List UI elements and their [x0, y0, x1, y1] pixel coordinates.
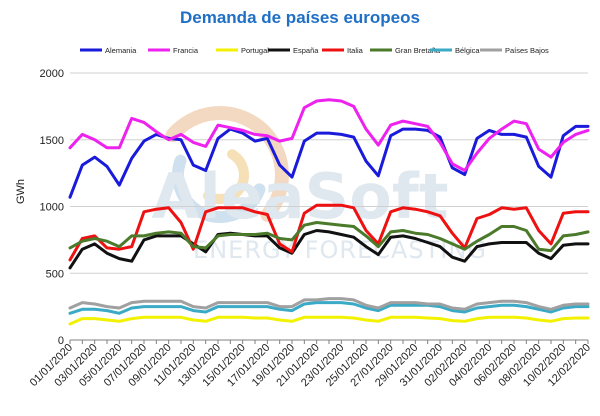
legend: Alemania Francia Portugal España Italia Gran …	[80, 46, 549, 55]
legend-label-gran-bretana: Gran Bretaña	[395, 46, 441, 55]
aleasoft-watermark-logo: AleaSoft ENERGY FORECASTING	[152, 106, 487, 264]
y-tick-label: 2000	[40, 68, 64, 80]
legend-label-belgica: Bélgica	[455, 46, 480, 55]
series-line-alemania	[68, 124, 590, 199]
series-line-gran-bretana	[68, 221, 590, 253]
chart-title: Demanda de países europeos	[180, 8, 420, 27]
series-line-espana	[68, 229, 590, 270]
legend-label-alemania: Alemania	[105, 46, 137, 55]
legend-label-italia: Italia	[347, 46, 364, 55]
series-line-belgica	[68, 301, 590, 315]
y-tick-label: 1000	[40, 202, 64, 214]
y-axis-title: GWh	[15, 179, 27, 204]
y-tick-label: 1500	[40, 135, 64, 147]
series-line-portugal	[68, 315, 590, 326]
watermark-brand: AleaSoft	[152, 160, 449, 233]
legend-label-portugal: Portugal	[241, 46, 269, 55]
series-group	[68, 98, 590, 326]
legend-label-francia: Francia	[173, 46, 199, 55]
watermark-tagline: ENERGY FORECASTING	[193, 236, 487, 264]
y-tick-label: 500	[46, 268, 64, 280]
legend-label-paises-bajos: Países Bajos	[505, 46, 549, 55]
series-line-italia	[68, 203, 590, 262]
watermark-arc-2	[203, 149, 249, 204]
watermark-arc-0	[165, 106, 289, 222]
y-tick-label: 0	[58, 335, 64, 347]
axes	[69, 339, 589, 344]
series-line-francia	[68, 98, 590, 172]
series-line-paises-bajos	[68, 297, 590, 311]
legend-label-espana: España	[293, 46, 319, 55]
